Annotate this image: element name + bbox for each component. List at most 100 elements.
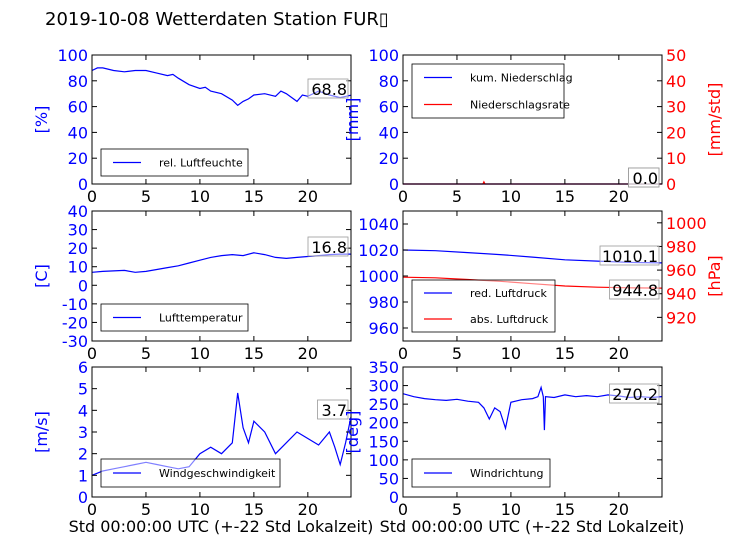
y2-tick-label: 980	[666, 237, 697, 256]
y2-tick-label: 0	[666, 175, 676, 194]
panel-precipitation: 0 5 10 15 20 0 20 40 60 80 100 0 10 20 30 40 50 [mm] [mm/s…	[343, 46, 724, 206]
value-label-box	[317, 399, 349, 420]
x-tick-label: 15	[244, 187, 264, 206]
x-tick-label: 10	[190, 344, 210, 363]
y-tick-label: 200	[368, 414, 399, 433]
y-tick-label: 40	[68, 123, 88, 142]
value-label-windspeed-0: 3.7	[322, 401, 347, 420]
plot-frame-precipitation	[402, 54, 663, 185]
legend-entry-precipitation-1: Niederschlagsrate	[470, 99, 570, 112]
value-label-box	[599, 245, 660, 266]
y-tick-label: 0	[389, 488, 399, 507]
x-tick-label: 5	[141, 187, 151, 206]
y2-tick-label: 40	[666, 72, 686, 91]
value-label-box	[307, 236, 349, 257]
y2-tick-label: 20	[666, 123, 686, 142]
y-tick-label: 300	[368, 377, 399, 396]
y2-axis-label-pressure: [hPa]	[705, 255, 724, 296]
y2-tick-label: 10	[666, 149, 686, 168]
x-tick-label: 15	[244, 344, 264, 363]
x-tick-label: 0	[398, 500, 408, 519]
value-label-winddirection-0: 270.2	[612, 385, 658, 404]
x-tick-label: 10	[501, 500, 521, 519]
x-tick-label: 5	[452, 187, 462, 206]
x-tick-label: 0	[87, 187, 97, 206]
panel-temperature: 0 5 10 15 20-30-20-10010203040[C]16.8Lufttem…	[32, 202, 352, 363]
y-tick-label: 20	[68, 149, 88, 168]
value-label-box	[609, 279, 660, 300]
y-tick-label: -30	[62, 332, 88, 351]
y-tick-label: 80	[379, 72, 399, 91]
y-tick-label: 60	[68, 98, 88, 117]
x-tick-label: 20	[609, 500, 629, 519]
x-tick-label: 10	[190, 500, 210, 519]
value-label-precipitation-1: 0.0	[633, 169, 658, 188]
x-tick-label: 20	[298, 500, 318, 519]
x-tick-label: 5	[141, 500, 151, 519]
y2-tick-label: 960	[666, 261, 697, 280]
panel-pressure: 0 5 10 15 20 960 980 1000 1020 1040 920 940 960 980 10…	[358, 210, 724, 363]
y-tick-label: 4	[78, 401, 88, 420]
y-axis-label-windspeed: [m/s]	[32, 411, 51, 453]
legend-entry-temperature-0: Lufttemperatur	[159, 312, 243, 325]
value-label-box	[628, 167, 660, 188]
panel-winddirection: 0 5 10 15 20050100150200250300350[deg]270.2W…	[343, 358, 663, 519]
x-axis-label-right: Std 00:00:00 UTC (+-22 Std Lokalzeit)	[380, 517, 685, 536]
legend-pressure: red. Luftdruck abs. Luftdruck	[411, 279, 556, 333]
x-tick-label: 15	[555, 500, 575, 519]
x-tick-label: 0	[398, 344, 408, 363]
y-tick-label: 5	[78, 380, 88, 399]
legend-humidity: rel. Luftfeuchte	[100, 148, 249, 177]
legend-box	[411, 279, 556, 333]
y-tick-label: 50	[379, 469, 399, 488]
y-tick-label: 100	[57, 46, 88, 65]
figure-title: 2019-10-08 Wetterdaten Station FUR▯	[45, 9, 389, 30]
plot-frame-humidity	[91, 54, 352, 185]
legend-windspeed: Windgeschwindigkeit	[100, 458, 281, 488]
y-tick-label: 20	[379, 149, 399, 168]
y-tick-label: 1000	[358, 267, 399, 286]
y-tick-label: 6	[78, 358, 88, 377]
value-label-temperature-0: 16.8	[311, 238, 347, 257]
x-tick-label: 20	[298, 344, 318, 363]
y-tick-label: 1040	[358, 215, 399, 234]
y-tick-label: 100	[368, 451, 399, 470]
x-tick-label: 5	[452, 500, 462, 519]
y2-tick-label: 50	[666, 46, 686, 65]
x-tick-label: 0	[87, 500, 97, 519]
y-axis-label-winddirection: [deg]	[343, 411, 362, 454]
y-tick-label: 100	[368, 46, 399, 65]
value-label-pressure-1: 944.8	[612, 281, 658, 300]
series-line-winddirection-0	[402, 385, 663, 431]
x-tick-label: 15	[555, 187, 575, 206]
y-tick-label: 40	[68, 202, 88, 221]
y-tick-label: 2	[78, 445, 88, 464]
series-line-humidity-0	[91, 67, 352, 107]
y-tick-label: 0	[389, 175, 399, 194]
y2-axis-label-precipitation: [mm/std]	[705, 83, 724, 157]
y2-tick-label: 30	[666, 98, 686, 117]
y-axis-label-humidity: [%]	[32, 106, 51, 134]
y-tick-label: -20	[62, 313, 88, 332]
y-tick-label: 1020	[358, 241, 399, 260]
y-tick-label: 10	[68, 258, 88, 277]
x-tick-label: 10	[501, 187, 521, 206]
y-tick-label: 150	[368, 432, 399, 451]
value-label-box	[609, 383, 660, 404]
legend-entry-pressure-0: red. Luftdruck	[470, 287, 547, 300]
x-tick-label: 15	[244, 500, 264, 519]
legend-entry-humidity-0: rel. Luftfeuchte	[159, 157, 243, 170]
x-tick-label: 10	[190, 187, 210, 206]
x-tick-label: 0	[87, 344, 97, 363]
y-tick-label: 0	[78, 175, 88, 194]
x-axis-label-left: Std 00:00:00 UTC (+-22 Std Lokalzeit)	[69, 517, 374, 536]
x-tick-label: 20	[609, 344, 629, 363]
value-label-box	[307, 78, 349, 99]
x-tick-label: 5	[141, 344, 151, 363]
x-tick-label: 5	[452, 344, 462, 363]
x-tick-label: 20	[609, 187, 629, 206]
y-tick-label: 60	[379, 98, 399, 117]
y-tick-label: 0	[78, 276, 88, 295]
y-tick-label: 0	[78, 488, 88, 507]
